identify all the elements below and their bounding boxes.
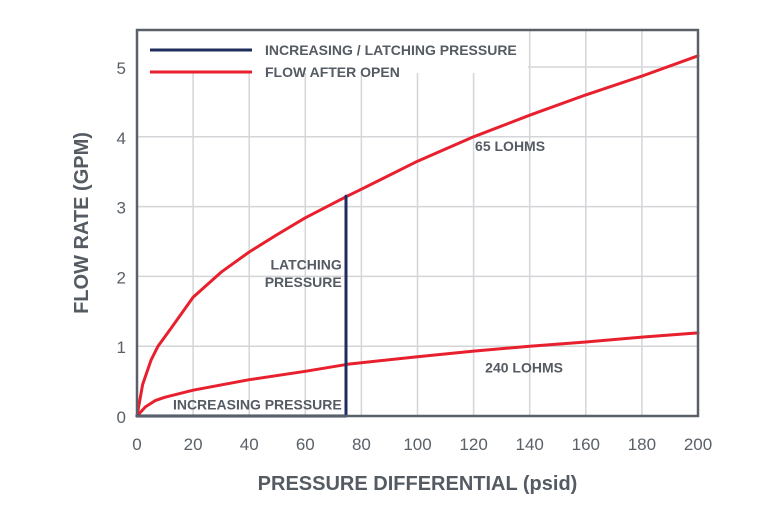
series-line-65-lohms bbox=[135, 54, 700, 418]
annotation-label: 65 LOHMS bbox=[475, 138, 545, 154]
y-tick-label: 4 bbox=[117, 129, 126, 148]
legend-background bbox=[138, 31, 528, 73]
x-tick-label: 0 bbox=[132, 435, 141, 454]
x-tick-label: 180 bbox=[628, 435, 656, 454]
x-tick-label: 200 bbox=[684, 435, 712, 454]
legend-label: FLOW AFTER OPEN bbox=[265, 64, 400, 80]
x-tick-label: 160 bbox=[572, 435, 600, 454]
series-line-240-lohms bbox=[135, 331, 700, 418]
y-axis-title: FLOW RATE (GPM) bbox=[71, 132, 93, 314]
y-tick-label: 1 bbox=[117, 338, 126, 357]
x-tick-label: 80 bbox=[352, 435, 371, 454]
x-axis-title: PRESSURE DIFFERENTIAL (psid) bbox=[258, 473, 578, 495]
legend: INCREASING / LATCHING PRESSURE FLOW AFTER… bbox=[150, 42, 517, 80]
annotation-label: PRESSURE bbox=[265, 274, 342, 290]
x-tick-label: 20 bbox=[184, 435, 203, 454]
x-tick-label: 100 bbox=[403, 435, 431, 454]
annotation-label: INCREASING PRESSURE bbox=[173, 397, 342, 413]
y-tick-label: 0 bbox=[117, 408, 126, 427]
plot-frame bbox=[135, 28, 700, 418]
x-tick-label: 120 bbox=[459, 435, 487, 454]
x-tick-label: 140 bbox=[516, 435, 544, 454]
y-tick-labels: 0 1 2 3 4 5 bbox=[117, 59, 126, 427]
x-tick-label: 60 bbox=[296, 435, 315, 454]
annotation-label: 240 LOHMS bbox=[485, 360, 563, 376]
annotations: 65 LOHMS 240 LOHMS LATCHING PRESSURE INCREAS… bbox=[173, 138, 563, 413]
x-tick-labels: 0 20 40 60 80 100 120 140 160 180 200 bbox=[132, 435, 712, 454]
y-tick-label: 2 bbox=[117, 268, 126, 287]
y-tick-label: 3 bbox=[117, 199, 126, 218]
y-tick-label: 5 bbox=[117, 59, 126, 78]
annotation-label: LATCHING bbox=[270, 256, 341, 272]
series-line-increasing-latching-pressure bbox=[135, 194, 348, 418]
x-tick-label: 40 bbox=[240, 435, 259, 454]
legend-label: INCREASING / LATCHING PRESSURE bbox=[265, 42, 517, 58]
